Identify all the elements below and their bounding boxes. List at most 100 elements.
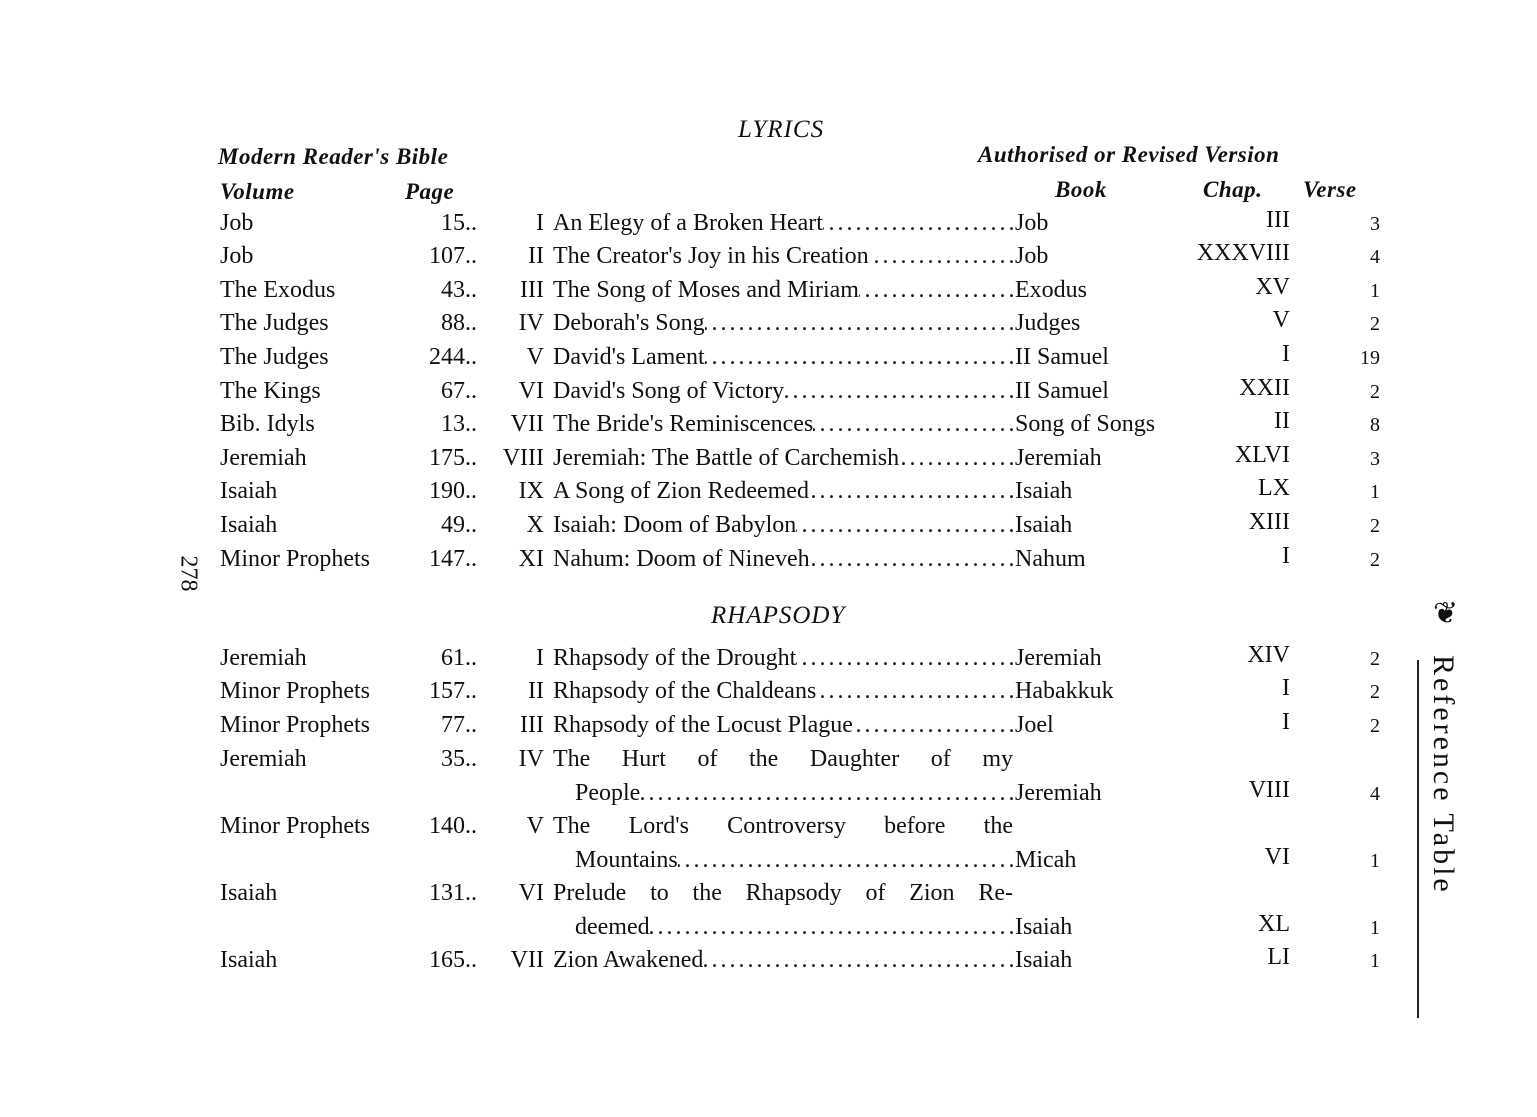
page-cell: 131.. bbox=[429, 880, 477, 906]
page-value: 88 bbox=[441, 310, 465, 336]
title-text: Zion Awakened bbox=[553, 947, 704, 973]
numeral-cell: X bbox=[526, 512, 544, 538]
book-cell: Jeremiah bbox=[1015, 445, 1102, 471]
table-row: Minor Prophets 147.. XI Nahum: Doom of Nine… bbox=[0, 543, 1537, 580]
dot-leader bbox=[810, 546, 1013, 573]
verse-cell: 1 bbox=[1370, 917, 1380, 939]
verse-cell: 8 bbox=[1370, 414, 1380, 436]
page-value: 77 bbox=[441, 712, 465, 738]
dot-leader bbox=[784, 378, 1013, 405]
dot-leader bbox=[705, 310, 1013, 337]
volume-cell: Jeremiah bbox=[220, 445, 307, 471]
page-cell: 190.. bbox=[429, 478, 477, 504]
chapter-cell: XL bbox=[1258, 911, 1290, 937]
numeral-cell: III bbox=[520, 712, 544, 738]
title-cell: Rhapsody of the Locust Plague bbox=[553, 712, 1013, 739]
page-cell: 43.. bbox=[441, 277, 477, 303]
page-value: 43 bbox=[441, 277, 465, 303]
title-text: Rhapsody of the Drought bbox=[553, 645, 797, 671]
title-cont-text: Mountains bbox=[575, 847, 678, 873]
chapter-cell: XXXVIII bbox=[1196, 240, 1290, 266]
running-title-rule bbox=[1417, 660, 1419, 1018]
dot-leader bbox=[809, 478, 1013, 505]
dot-leader bbox=[796, 512, 1013, 539]
dot-leader bbox=[823, 210, 1013, 237]
dot-leader bbox=[813, 411, 1013, 438]
volume-cell: Isaiah bbox=[220, 880, 278, 906]
chapter-cell: II bbox=[1274, 408, 1290, 434]
title-cell: Nahum: Doom of Nineveh bbox=[553, 546, 1013, 573]
table-row: Job 107.. II The Creator's Joy in his Creat… bbox=[0, 240, 1537, 277]
numeral-cell: III bbox=[520, 277, 544, 303]
volume-cell: Isaiah bbox=[220, 478, 278, 504]
verse-cell: 2 bbox=[1370, 648, 1380, 670]
dot-leader bbox=[796, 645, 1013, 672]
dot-leader bbox=[640, 780, 1013, 807]
volume-cell: The Judges bbox=[220, 344, 329, 370]
title-text: Jeremiah: The Battle of Carchemish bbox=[553, 445, 900, 471]
title-text: The Bride's Reminiscences bbox=[553, 411, 814, 437]
title-text: Rhapsody of the Chaldeans bbox=[553, 678, 817, 704]
numeral-cell: I bbox=[536, 210, 544, 236]
numeral-cell: VI bbox=[518, 378, 544, 404]
page-cell: 140.. bbox=[429, 813, 477, 839]
volume-cell: Minor Prophets bbox=[220, 712, 370, 738]
book-cell: Nahum bbox=[1015, 546, 1086, 572]
dot-leader bbox=[703, 947, 1013, 974]
book-cell: Job bbox=[1015, 243, 1049, 269]
chapter-cell: XLVI bbox=[1234, 442, 1290, 468]
chapter-cell: III bbox=[1266, 207, 1290, 233]
chapter-cell: XIV bbox=[1247, 642, 1290, 668]
book-cell: Isaiah bbox=[1015, 512, 1073, 538]
numeral-cell: IX bbox=[518, 478, 544, 504]
header-version: Authorised or Revised Version bbox=[978, 142, 1280, 167]
book-cell: Judges bbox=[1015, 310, 1081, 336]
chapter-cell: LX bbox=[1258, 475, 1290, 501]
page-cell: 61.. bbox=[441, 645, 477, 671]
page-value: 175 bbox=[429, 445, 465, 471]
title-text: Isaiah: Doom of Babylon bbox=[553, 512, 797, 538]
page-cell: 165.. bbox=[429, 947, 477, 973]
chapter-cell: VIII bbox=[1248, 777, 1290, 803]
table-row: The Judges 88.. IV Deborah's Song Judges V 2 bbox=[0, 307, 1537, 344]
title-text: David's Lament bbox=[553, 344, 705, 370]
title-cell: Rhapsody of the Chaldeans bbox=[553, 678, 1013, 705]
chapter-cell: I bbox=[1282, 709, 1290, 735]
volume-cell: Isaiah bbox=[220, 512, 278, 538]
verse-cell: 4 bbox=[1370, 246, 1380, 268]
title-text: The Creator's Joy in his Creation bbox=[553, 243, 869, 269]
volume-cell: Minor Prophets bbox=[220, 546, 370, 572]
volume-cell: Jeremiah bbox=[220, 746, 307, 772]
chapter-cell: XIII bbox=[1248, 509, 1290, 535]
volume-cell: Isaiah bbox=[220, 947, 278, 973]
title-text: Nahum: Doom of Nineveh bbox=[553, 546, 810, 572]
title-text: The Lord's Controversy before the bbox=[553, 813, 1013, 839]
title-cell: The Hurt of the Daughter of my bbox=[553, 746, 1013, 773]
page-cell: 77.. bbox=[441, 712, 477, 738]
page-value: 190 bbox=[429, 478, 465, 504]
title-cell: Isaiah: Doom of Babylon bbox=[553, 512, 1013, 539]
header-page: Page bbox=[405, 179, 455, 204]
table-row: Isaiah 49.. X Isaiah: Doom of Babylon Isaiah… bbox=[0, 509, 1537, 546]
volume-cell: Job bbox=[220, 210, 254, 236]
page-value: 107 bbox=[429, 243, 465, 269]
title-text: Prelude to the Rhapsody of Zion Re- bbox=[553, 880, 1013, 906]
table-row: Jeremiah 175.. VIII Jeremiah: The Battle of… bbox=[0, 442, 1537, 479]
header-verse: Verse bbox=[1303, 177, 1357, 202]
fleuron-icon: ❦ bbox=[1433, 597, 1459, 630]
title-cell: Zion Awakened bbox=[553, 947, 1013, 974]
title-cell: David's Lament bbox=[553, 344, 1013, 371]
verse-cell: 3 bbox=[1370, 448, 1380, 470]
book-cell: II Samuel bbox=[1015, 344, 1109, 370]
book-cell: Isaiah bbox=[1015, 914, 1073, 940]
numeral-cell: II bbox=[528, 243, 544, 269]
title-text: The Song of Moses and Miriam bbox=[553, 277, 859, 303]
page-value: 244 bbox=[429, 344, 465, 370]
table-row: The Judges 244.. V David's Lament II Samuel I… bbox=[0, 341, 1537, 378]
page-cell: 88.. bbox=[441, 310, 477, 336]
numeral-cell: VII bbox=[510, 411, 544, 437]
chapter-cell: I bbox=[1282, 341, 1290, 367]
volume-cell: Bib. Idyls bbox=[220, 411, 315, 437]
dot-leader bbox=[859, 277, 1013, 304]
title-cell: David's Song of Victory bbox=[553, 378, 1013, 405]
